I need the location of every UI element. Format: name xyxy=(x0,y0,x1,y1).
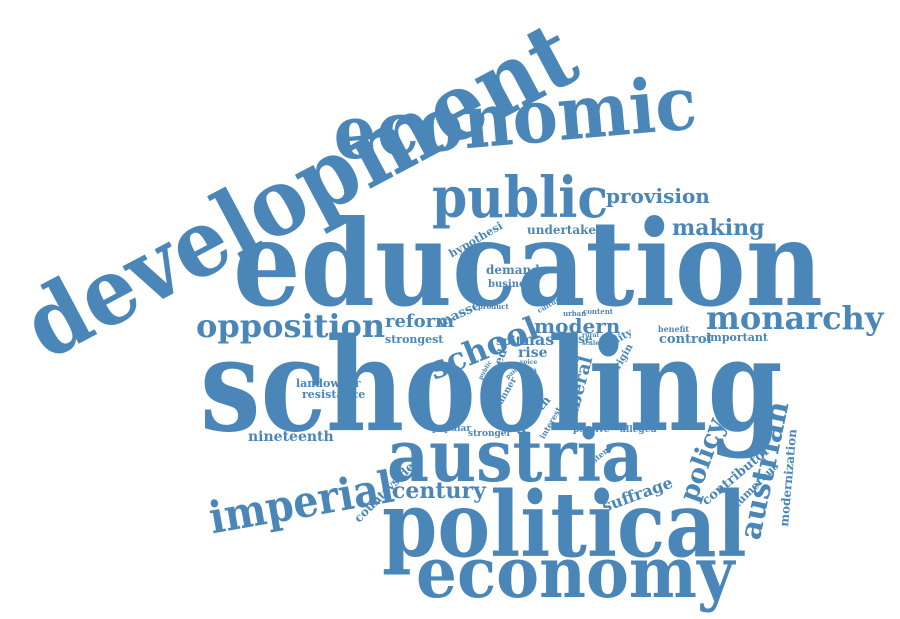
word-urban: urban xyxy=(563,309,587,318)
word-product: product xyxy=(478,302,509,311)
word-provision: provision xyxy=(606,184,710,208)
word-mas: mas xyxy=(518,330,555,349)
word-benefit: benefit xyxy=(658,324,690,334)
word-passive: passive xyxy=(573,425,610,435)
word-rise: rise xyxy=(518,345,548,361)
word-control: control xyxy=(659,332,712,347)
word-austria: austria xyxy=(387,413,644,498)
word-education: education xyxy=(233,194,823,333)
word-important: important xyxy=(706,331,768,344)
word-economy: economy xyxy=(416,531,735,614)
word-strongest: strongest xyxy=(385,333,444,346)
word-stronger: stronger xyxy=(468,429,512,439)
word-opposition: opposition xyxy=(196,307,386,345)
word-century: century xyxy=(392,478,486,504)
word-making: making xyxy=(672,215,765,241)
word-alleged: alleged xyxy=(620,425,657,435)
word-case: case xyxy=(563,332,593,346)
word-nineteenth: nineteenth xyxy=(248,429,334,445)
word-modern: modern xyxy=(534,314,621,338)
word-landowner: landowner xyxy=(296,377,361,390)
word-scale: scale xyxy=(582,340,600,347)
word-undertaken: undertaken xyxy=(527,223,605,237)
word-rural: rural xyxy=(582,332,599,339)
word-spite: spite xyxy=(496,334,529,348)
word-monarchy: monarchy xyxy=(706,299,884,337)
word-political: political xyxy=(382,472,747,578)
word-reform: reform xyxy=(385,311,455,332)
word-popular: popular xyxy=(432,424,472,434)
word-public: public xyxy=(432,165,609,231)
word-business: business xyxy=(488,279,537,290)
word-resistance: resistance xyxy=(302,388,366,401)
word-area: area xyxy=(522,367,537,374)
word-schooling: schooling xyxy=(200,311,783,461)
word-voice: voice xyxy=(520,359,538,366)
word-demand: demand xyxy=(486,263,540,277)
word-content: content xyxy=(583,307,614,316)
